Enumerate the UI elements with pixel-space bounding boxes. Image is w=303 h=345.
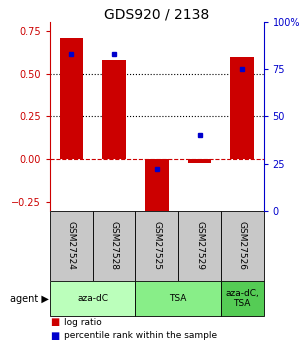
Text: aza-dC,
TSA: aza-dC, TSA	[225, 289, 259, 308]
Text: aza-dC: aza-dC	[77, 294, 108, 303]
Text: ■: ■	[50, 317, 59, 327]
Text: GSM27524: GSM27524	[67, 221, 76, 270]
Bar	[145, 159, 168, 210]
Bar	[50, 210, 93, 281]
Text: GSM27525: GSM27525	[152, 221, 161, 270]
Text: GSM27528: GSM27528	[110, 221, 118, 270]
Bar	[188, 159, 211, 162]
Text: GSM27526: GSM27526	[238, 221, 247, 270]
Bar	[178, 210, 221, 281]
Bar	[221, 210, 264, 281]
Bar	[50, 281, 135, 316]
Text: log ratio: log ratio	[64, 318, 102, 327]
Bar	[231, 57, 254, 159]
Bar	[60, 38, 83, 159]
Title: GDS920 / 2138: GDS920 / 2138	[104, 7, 209, 21]
Text: agent ▶: agent ▶	[10, 294, 49, 304]
Bar	[93, 210, 135, 281]
Bar	[221, 281, 264, 316]
Text: percentile rank within the sample: percentile rank within the sample	[64, 332, 217, 341]
Bar	[102, 60, 126, 159]
Bar	[135, 210, 178, 281]
Text: GSM27529: GSM27529	[195, 221, 204, 270]
Bar	[135, 281, 221, 316]
Text: TSA: TSA	[169, 294, 187, 303]
Text: ■: ■	[50, 331, 59, 341]
